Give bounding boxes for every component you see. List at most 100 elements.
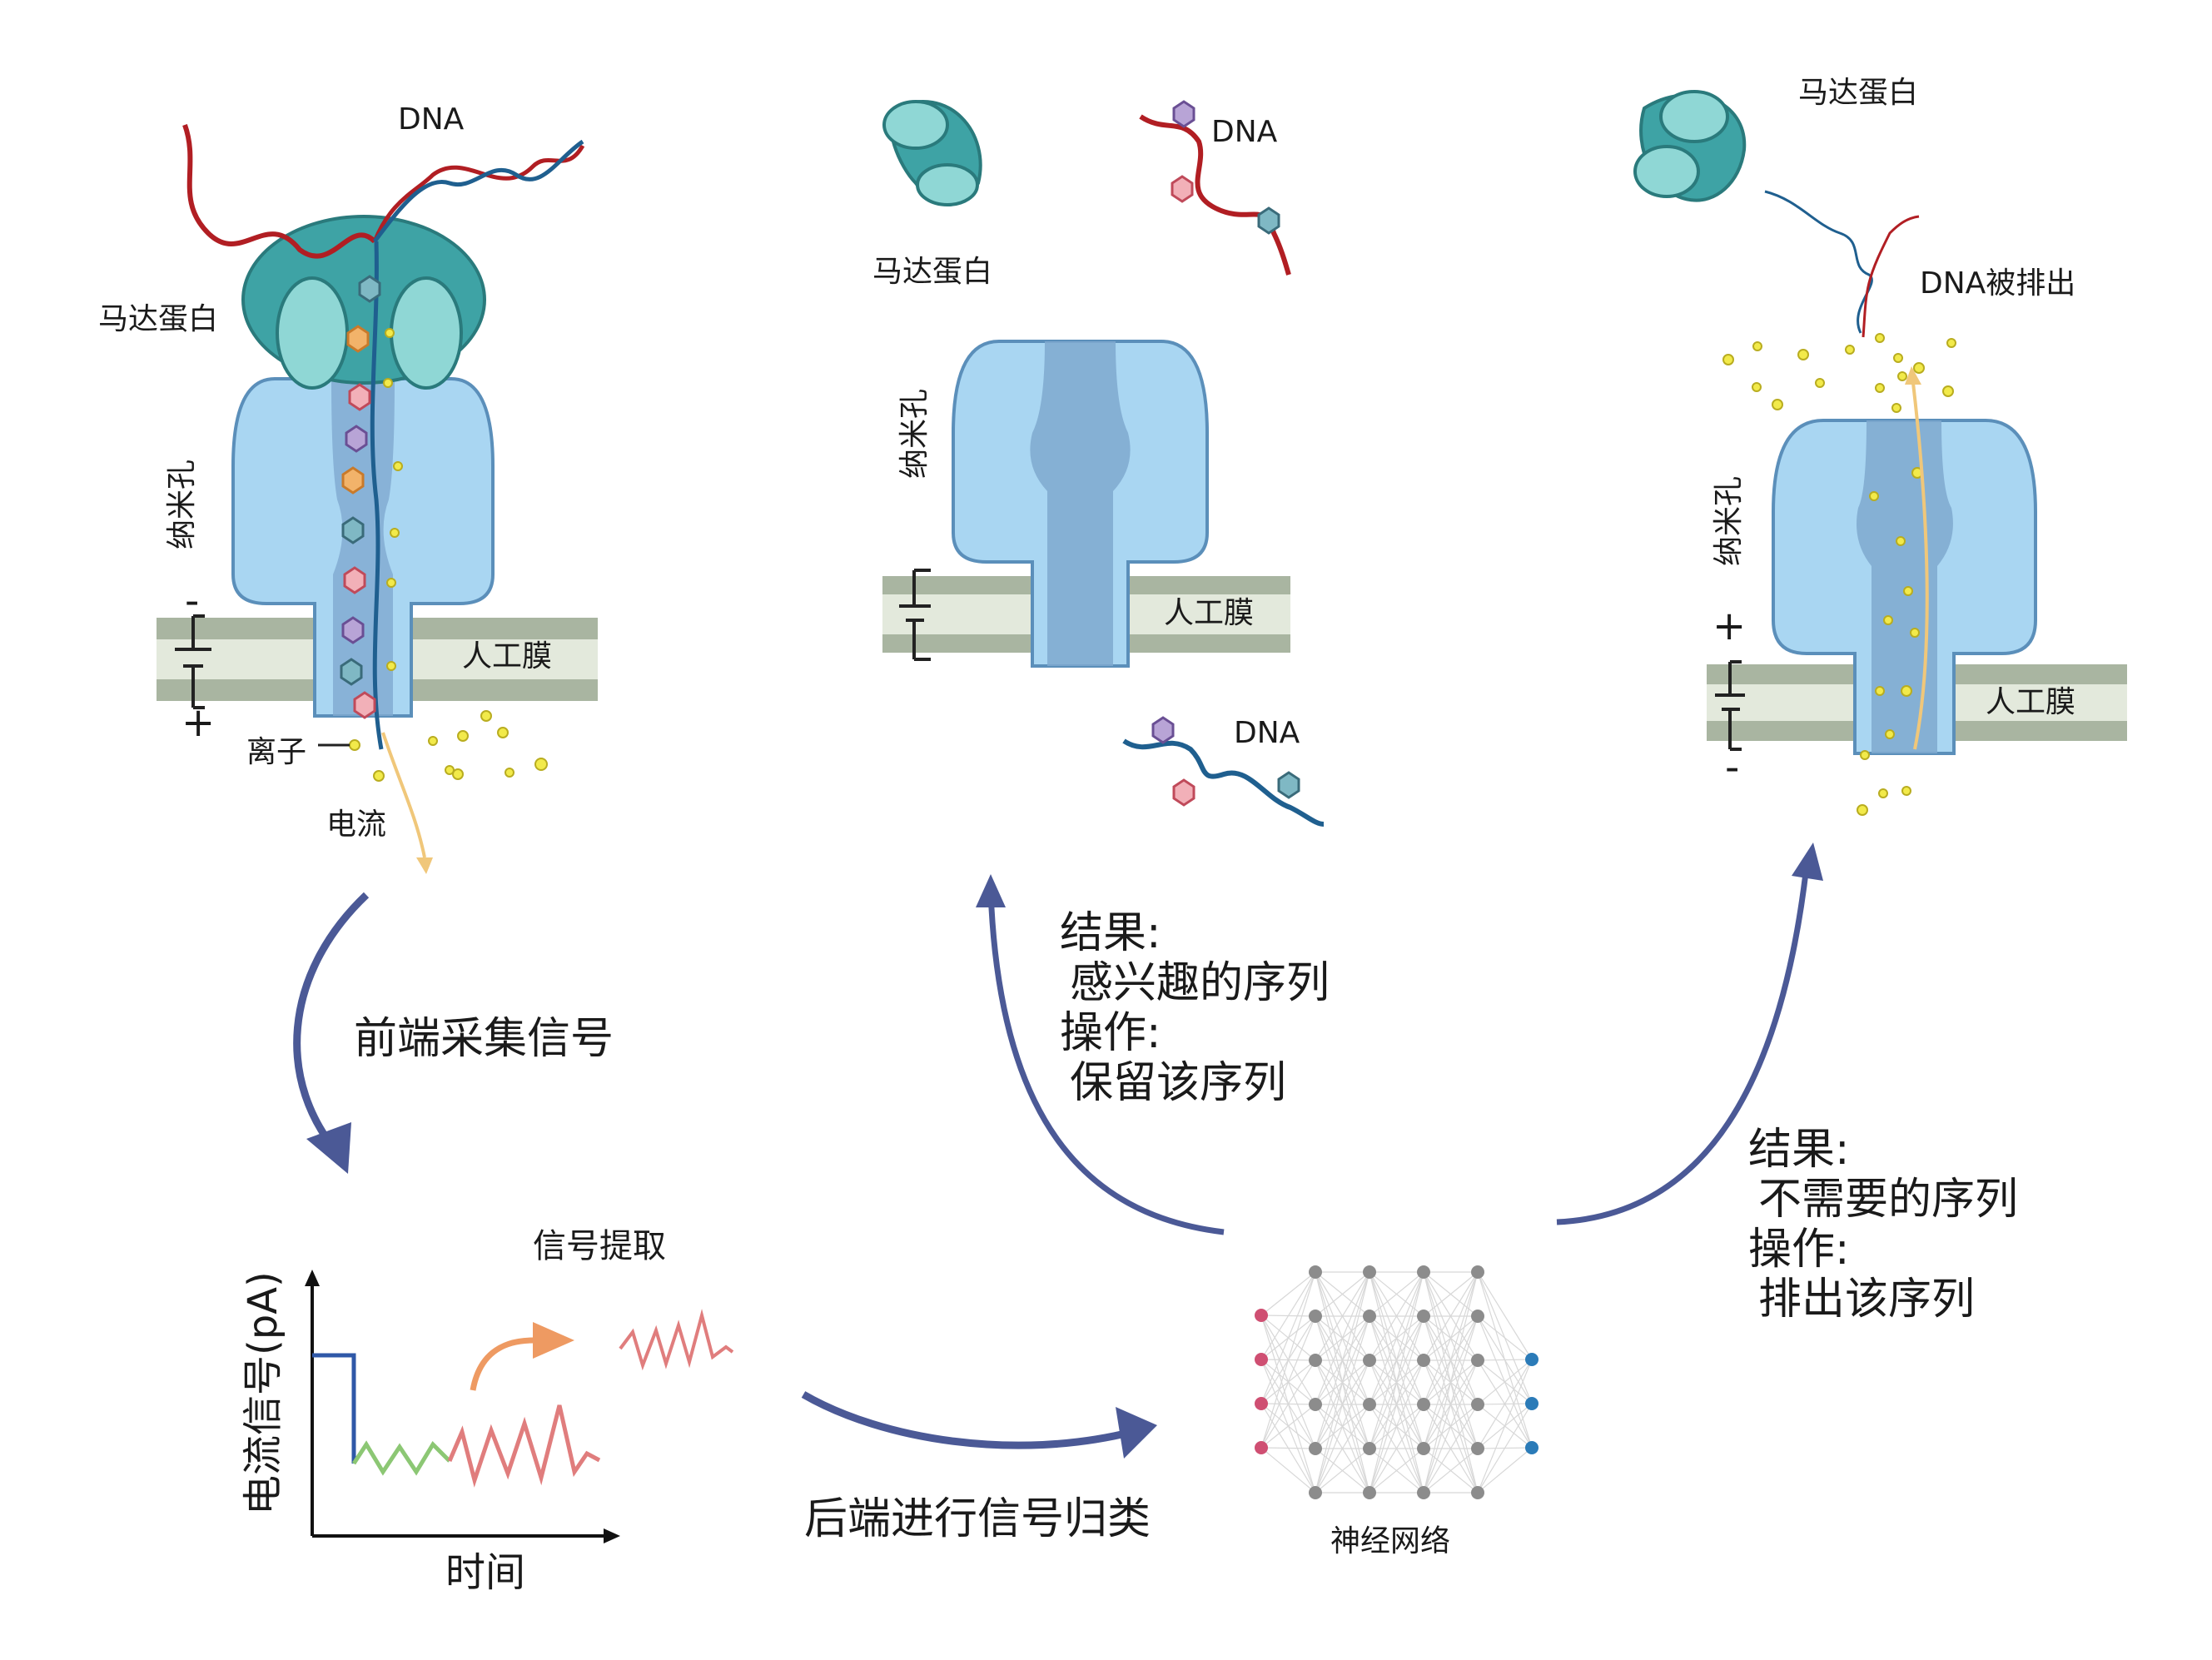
- arrow-eject: [1556, 865, 1810, 1225]
- battery-mid: [899, 569, 931, 661]
- nn-edge: [1477, 1359, 1533, 1449]
- neural-network-label: 神经网络: [1330, 1524, 1450, 1558]
- nn-edge: [1477, 1359, 1533, 1494]
- signal-extract-label: 信号提取: [533, 1227, 666, 1265]
- motor-protein-label-right: 马达蛋白: [1798, 76, 1918, 110]
- signal-green-segment: [351, 1440, 451, 1476]
- dna-ejected-strands: [1764, 190, 1920, 338]
- nanopore-right: [1772, 419, 2037, 755]
- ion-label: 离子: [246, 735, 306, 769]
- nn-edge: [1260, 1404, 1316, 1449]
- minus-sign-right: -: [1725, 744, 1739, 791]
- nn-edge: [1315, 1271, 1370, 1449]
- nn-hidden-node: [1417, 1398, 1430, 1411]
- nn-hidden-node: [1309, 1398, 1322, 1411]
- nn-edge: [1315, 1271, 1370, 1361]
- nn-input-node: [1255, 1309, 1268, 1322]
- signal-red-segment: [447, 1404, 601, 1488]
- nn-edge: [1369, 1404, 1424, 1494]
- keep-action-title: 操作:: [1060, 1008, 1161, 1058]
- nn-hidden-node: [1417, 1354, 1430, 1367]
- nn-hidden-node: [1417, 1265, 1430, 1279]
- membrane-label-mid: 人工膜: [1164, 596, 1254, 630]
- ions-left: [349, 328, 548, 782]
- nn-edge: [1260, 1271, 1316, 1449]
- motor-protein-label-mid: 马达蛋白: [872, 255, 992, 289]
- keep-action-value: 保留该序列: [1070, 1058, 1286, 1108]
- nn-edge: [1477, 1271, 1533, 1360]
- chart-y-label: 电流信号(pA): [240, 1271, 286, 1515]
- nn-edge: [1369, 1359, 1424, 1494]
- current-arrowhead: [416, 857, 433, 874]
- neural-network-nodes: [1255, 1265, 1538, 1499]
- dna-strand-mid-top: [1139, 100, 1291, 276]
- nanopore-label-right: 纳米孔: [1712, 476, 1746, 566]
- backend-step-label: 后端进行信号归类: [804, 1494, 1151, 1544]
- middle-panel: 马达蛋白 DNA 纳米孔 人工膜 DNA: [872, 100, 1325, 827]
- dna-ejected-label: DNA被排出: [1920, 266, 2075, 301]
- nn-edge: [1423, 1359, 1479, 1494]
- nn-hidden-node: [1417, 1486, 1430, 1499]
- dna-label-left: DNA: [398, 102, 465, 137]
- nn-edge: [1369, 1448, 1424, 1494]
- nn-edge: [1260, 1271, 1316, 1316]
- plus-sign-left: +: [181, 699, 215, 746]
- plus-sign-right: +: [1712, 603, 1746, 649]
- nn-edge: [1315, 1448, 1370, 1494]
- dna-strand-left: [182, 123, 585, 750]
- nn-hidden-node: [1363, 1398, 1376, 1411]
- nn-hidden-node: [1471, 1486, 1484, 1499]
- extract-arrow-head: [533, 1322, 574, 1359]
- arrow-keep-head: [976, 874, 1006, 907]
- arrow-backend: [801, 1391, 1134, 1449]
- arrow-frontend: [293, 892, 370, 1160]
- nn-edge: [1423, 1271, 1479, 1449]
- nanopore-label-left: 纳米孔: [165, 460, 199, 549]
- nn-edge: [1260, 1359, 1316, 1449]
- battery-left: [175, 614, 211, 709]
- nn-hidden-node: [1471, 1354, 1484, 1367]
- nanopore-mid: [952, 340, 1209, 668]
- chart-y-axis-arrow: [305, 1270, 320, 1286]
- battery-right: [1715, 660, 1745, 751]
- neural-network-edges: [1260, 1271, 1533, 1494]
- nn-input-node: [1255, 1397, 1268, 1410]
- extract-arrow: [470, 1337, 534, 1391]
- arrow-frontend-head: [306, 1122, 351, 1174]
- nn-hidden-node: [1471, 1442, 1484, 1455]
- chart-x-label: 时间: [445, 1549, 525, 1596]
- nn-hidden-node: [1363, 1354, 1376, 1367]
- arrow-backend-head: [1116, 1407, 1157, 1459]
- eject-action-value: 排出该序列: [1758, 1275, 1975, 1325]
- nn-edge: [1369, 1271, 1424, 1405]
- result-eject: 结果: 不需要的序列 操作: 排出该序列: [1748, 1125, 2018, 1325]
- neural-network: 神经网络: [1255, 1265, 1538, 1558]
- nn-hidden-node: [1417, 1310, 1430, 1323]
- right-panel: 马达蛋白 DNA被排出 纳米孔 人工膜 + -: [1633, 76, 2127, 816]
- eject-result-value: 不需要的序列: [1758, 1175, 2018, 1225]
- nanopore-label-mid: 纳米孔: [897, 389, 932, 479]
- motor-protein-left: [241, 215, 486, 390]
- minus-sign-left: -: [185, 578, 199, 624]
- nn-hidden-node: [1309, 1265, 1322, 1279]
- nn-edge: [1477, 1447, 1533, 1494]
- nn-edge: [1260, 1271, 1316, 1360]
- signal-open-pore: [312, 1353, 356, 1464]
- nn-edge: [1260, 1315, 1316, 1449]
- nn-edge: [1260, 1447, 1316, 1494]
- left-panel: DNA 马达蛋白 纳米孔 人工膜 离子 电流 - +: [98, 102, 598, 874]
- nn-hidden-node: [1363, 1265, 1376, 1279]
- current-arrowhead-right: [1905, 366, 1921, 385]
- motor-protein-label-left: 马达蛋白: [98, 302, 218, 336]
- nucleotides-left: [340, 275, 381, 719]
- nn-edge: [1423, 1271, 1479, 1317]
- motor-protein-right: [1633, 90, 1747, 202]
- eject-action-title: 操作:: [1748, 1225, 1850, 1275]
- nn-edge: [1369, 1271, 1424, 1361]
- current-arrow: [381, 732, 426, 858]
- nn-edge: [1423, 1271, 1479, 1494]
- nn-hidden-node: [1309, 1442, 1322, 1455]
- nn-hidden-node: [1417, 1442, 1430, 1455]
- membrane-label-left: 人工膜: [462, 639, 552, 673]
